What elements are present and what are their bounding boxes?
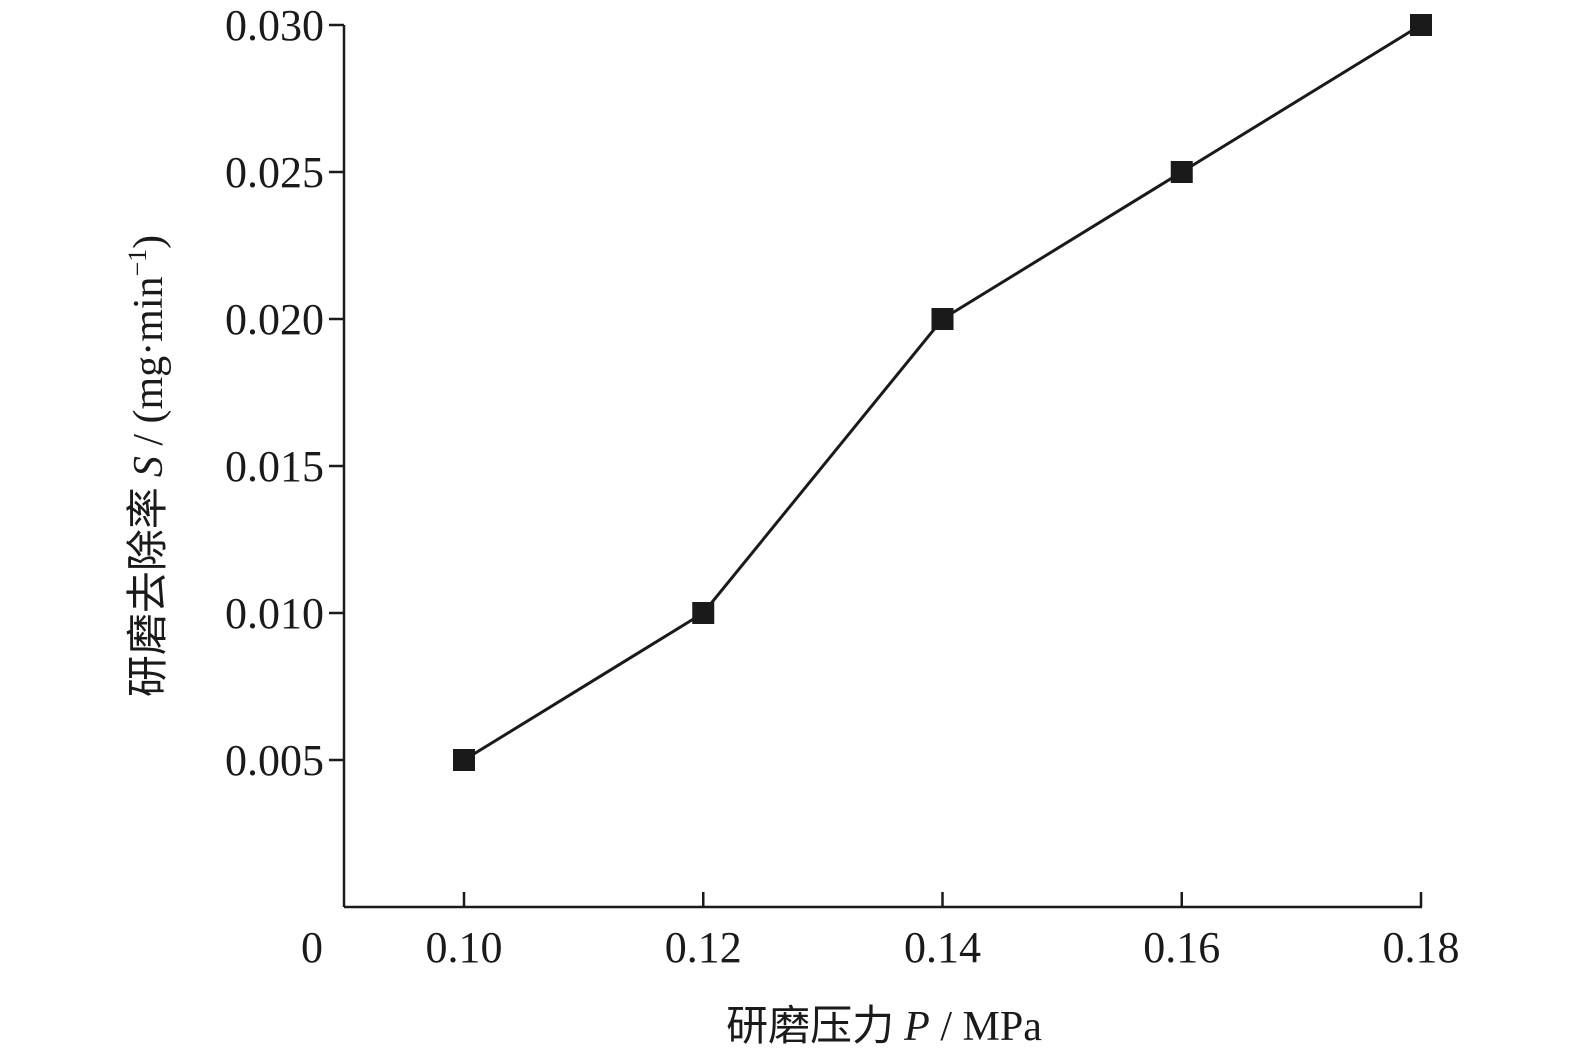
- data-point-marker: [692, 602, 715, 624]
- data-point-marker: [931, 308, 954, 330]
- data-point-marker: [1170, 161, 1193, 183]
- y-tick-label: 0.005: [225, 736, 324, 785]
- x-tick-label: 0.10: [426, 923, 503, 972]
- series: [453, 14, 1432, 771]
- x-axis-title: 研磨压力 P / MPa: [726, 1004, 1042, 1050]
- y-tick-label: 0.030: [225, 1, 324, 50]
- data-point-marker: [453, 749, 475, 771]
- x-tick-label: 0.12: [665, 923, 742, 972]
- y-axis-title: 研磨去除率S / (mg·min−1): [123, 235, 172, 697]
- x-tick-label: 0.14: [904, 923, 981, 972]
- axes: [342, 25, 1422, 909]
- x-tick-label: 0.18: [1383, 923, 1460, 972]
- data-point-marker: [1410, 14, 1432, 36]
- x-tick-label: 0.16: [1143, 923, 1220, 972]
- data-markers: [453, 14, 1432, 771]
- x-tick-label: 0: [301, 923, 323, 972]
- y-tick-label: 0.010: [225, 589, 324, 638]
- y-tick-label: 0.015: [225, 442, 324, 491]
- x-ticks: 0 0.10 0.12 0.14 0.16 0.18: [301, 892, 1460, 972]
- y-tick-label: 0.025: [225, 148, 324, 197]
- y-ticks: 0.005 0.010 0.015 0.020 0.025 0.030: [225, 1, 344, 785]
- y-tick-label: 0.020: [225, 295, 324, 344]
- series-line: [463, 23, 1422, 762]
